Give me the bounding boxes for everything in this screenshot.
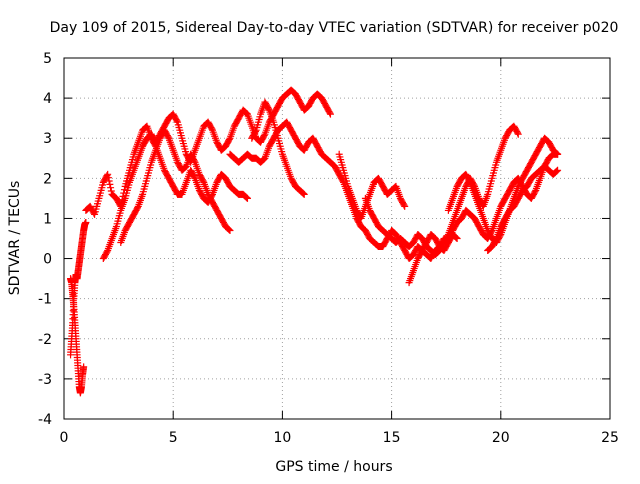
data-point	[531, 188, 539, 196]
data-point	[225, 136, 233, 144]
data-point	[243, 194, 251, 202]
x-tick-label: 25	[601, 430, 619, 446]
data-point	[225, 226, 233, 234]
x-tick-label: 5	[169, 430, 178, 446]
data-point	[400, 201, 408, 209]
data-point	[104, 174, 112, 182]
data-point	[553, 150, 561, 158]
grid-lines	[64, 58, 610, 419]
data-point	[208, 125, 216, 133]
series-track-2	[67, 275, 88, 397]
y-tick-label: -3	[38, 372, 52, 388]
data-point	[199, 177, 207, 185]
axis-ticks: 0 5 10 15 20 25 -4 -3 -2 -1 0 1 2 3 4 5	[38, 51, 619, 446]
data-point	[299, 189, 307, 197]
data-point	[134, 204, 142, 212]
data-point	[190, 157, 198, 165]
y-tick-label: 3	[43, 131, 52, 147]
y-tick-label: -2	[38, 332, 52, 348]
y-axis-label: SDTVAR / TECUs	[7, 181, 23, 296]
series-track-3	[82, 122, 251, 218]
data-point	[173, 117, 181, 125]
data-point	[552, 149, 560, 157]
y-tick-label: 5	[43, 51, 52, 67]
data-point	[453, 235, 461, 242]
y-tick-label: 4	[43, 91, 52, 107]
series-track-7	[248, 98, 308, 198]
plot-frame	[63, 57, 611, 420]
series-track-4	[99, 86, 334, 263]
x-tick-label: 10	[273, 430, 291, 446]
data-point	[90, 209, 98, 217]
data-point	[452, 234, 460, 242]
data-point	[107, 184, 115, 192]
data-point	[104, 170, 112, 178]
data-point	[164, 133, 172, 141]
y-tick-label: -1	[38, 292, 52, 308]
series-track-12	[484, 162, 562, 255]
y-tick-label: 2	[43, 171, 52, 187]
data-point	[251, 128, 259, 136]
data-point	[554, 150, 562, 158]
data-point	[300, 190, 308, 198]
data-point	[326, 109, 334, 117]
data-point	[106, 180, 114, 188]
data-point	[243, 194, 251, 202]
data-point	[401, 202, 409, 210]
data-point	[80, 363, 88, 371]
y-tick-label: -4	[38, 412, 52, 428]
data-point	[326, 110, 334, 118]
data-point	[554, 166, 562, 174]
data-point	[452, 233, 460, 241]
data-point	[514, 129, 522, 137]
data-point	[492, 236, 500, 244]
chart-title: Day 109 of 2015, Sidereal Day-to-day VTE…	[50, 20, 619, 36]
y-tick-label: 1	[43, 211, 52, 227]
data-point	[514, 130, 522, 138]
data-point	[260, 132, 268, 140]
x-axis-label: GPS time / hours	[275, 459, 392, 475]
series-track-8	[335, 150, 409, 222]
data-point	[465, 177, 473, 185]
data-point	[552, 168, 560, 176]
data-point	[300, 190, 308, 198]
x-tick-label: 20	[492, 430, 510, 446]
series-track-5	[117, 126, 234, 247]
y-tick-label: 0	[43, 252, 52, 268]
x-tick-label: 15	[383, 430, 401, 446]
data-point	[82, 218, 90, 226]
data-point	[553, 167, 561, 175]
data-points	[67, 86, 562, 397]
data-point	[105, 177, 113, 185]
data-point	[107, 187, 115, 195]
data-point	[242, 193, 250, 201]
data-point	[226, 226, 234, 234]
data-point	[265, 105, 273, 113]
x-tick-label: 0	[60, 430, 69, 446]
data-point	[190, 173, 198, 181]
data-point	[444, 240, 452, 248]
data-point	[103, 248, 111, 256]
data-point	[225, 225, 233, 233]
